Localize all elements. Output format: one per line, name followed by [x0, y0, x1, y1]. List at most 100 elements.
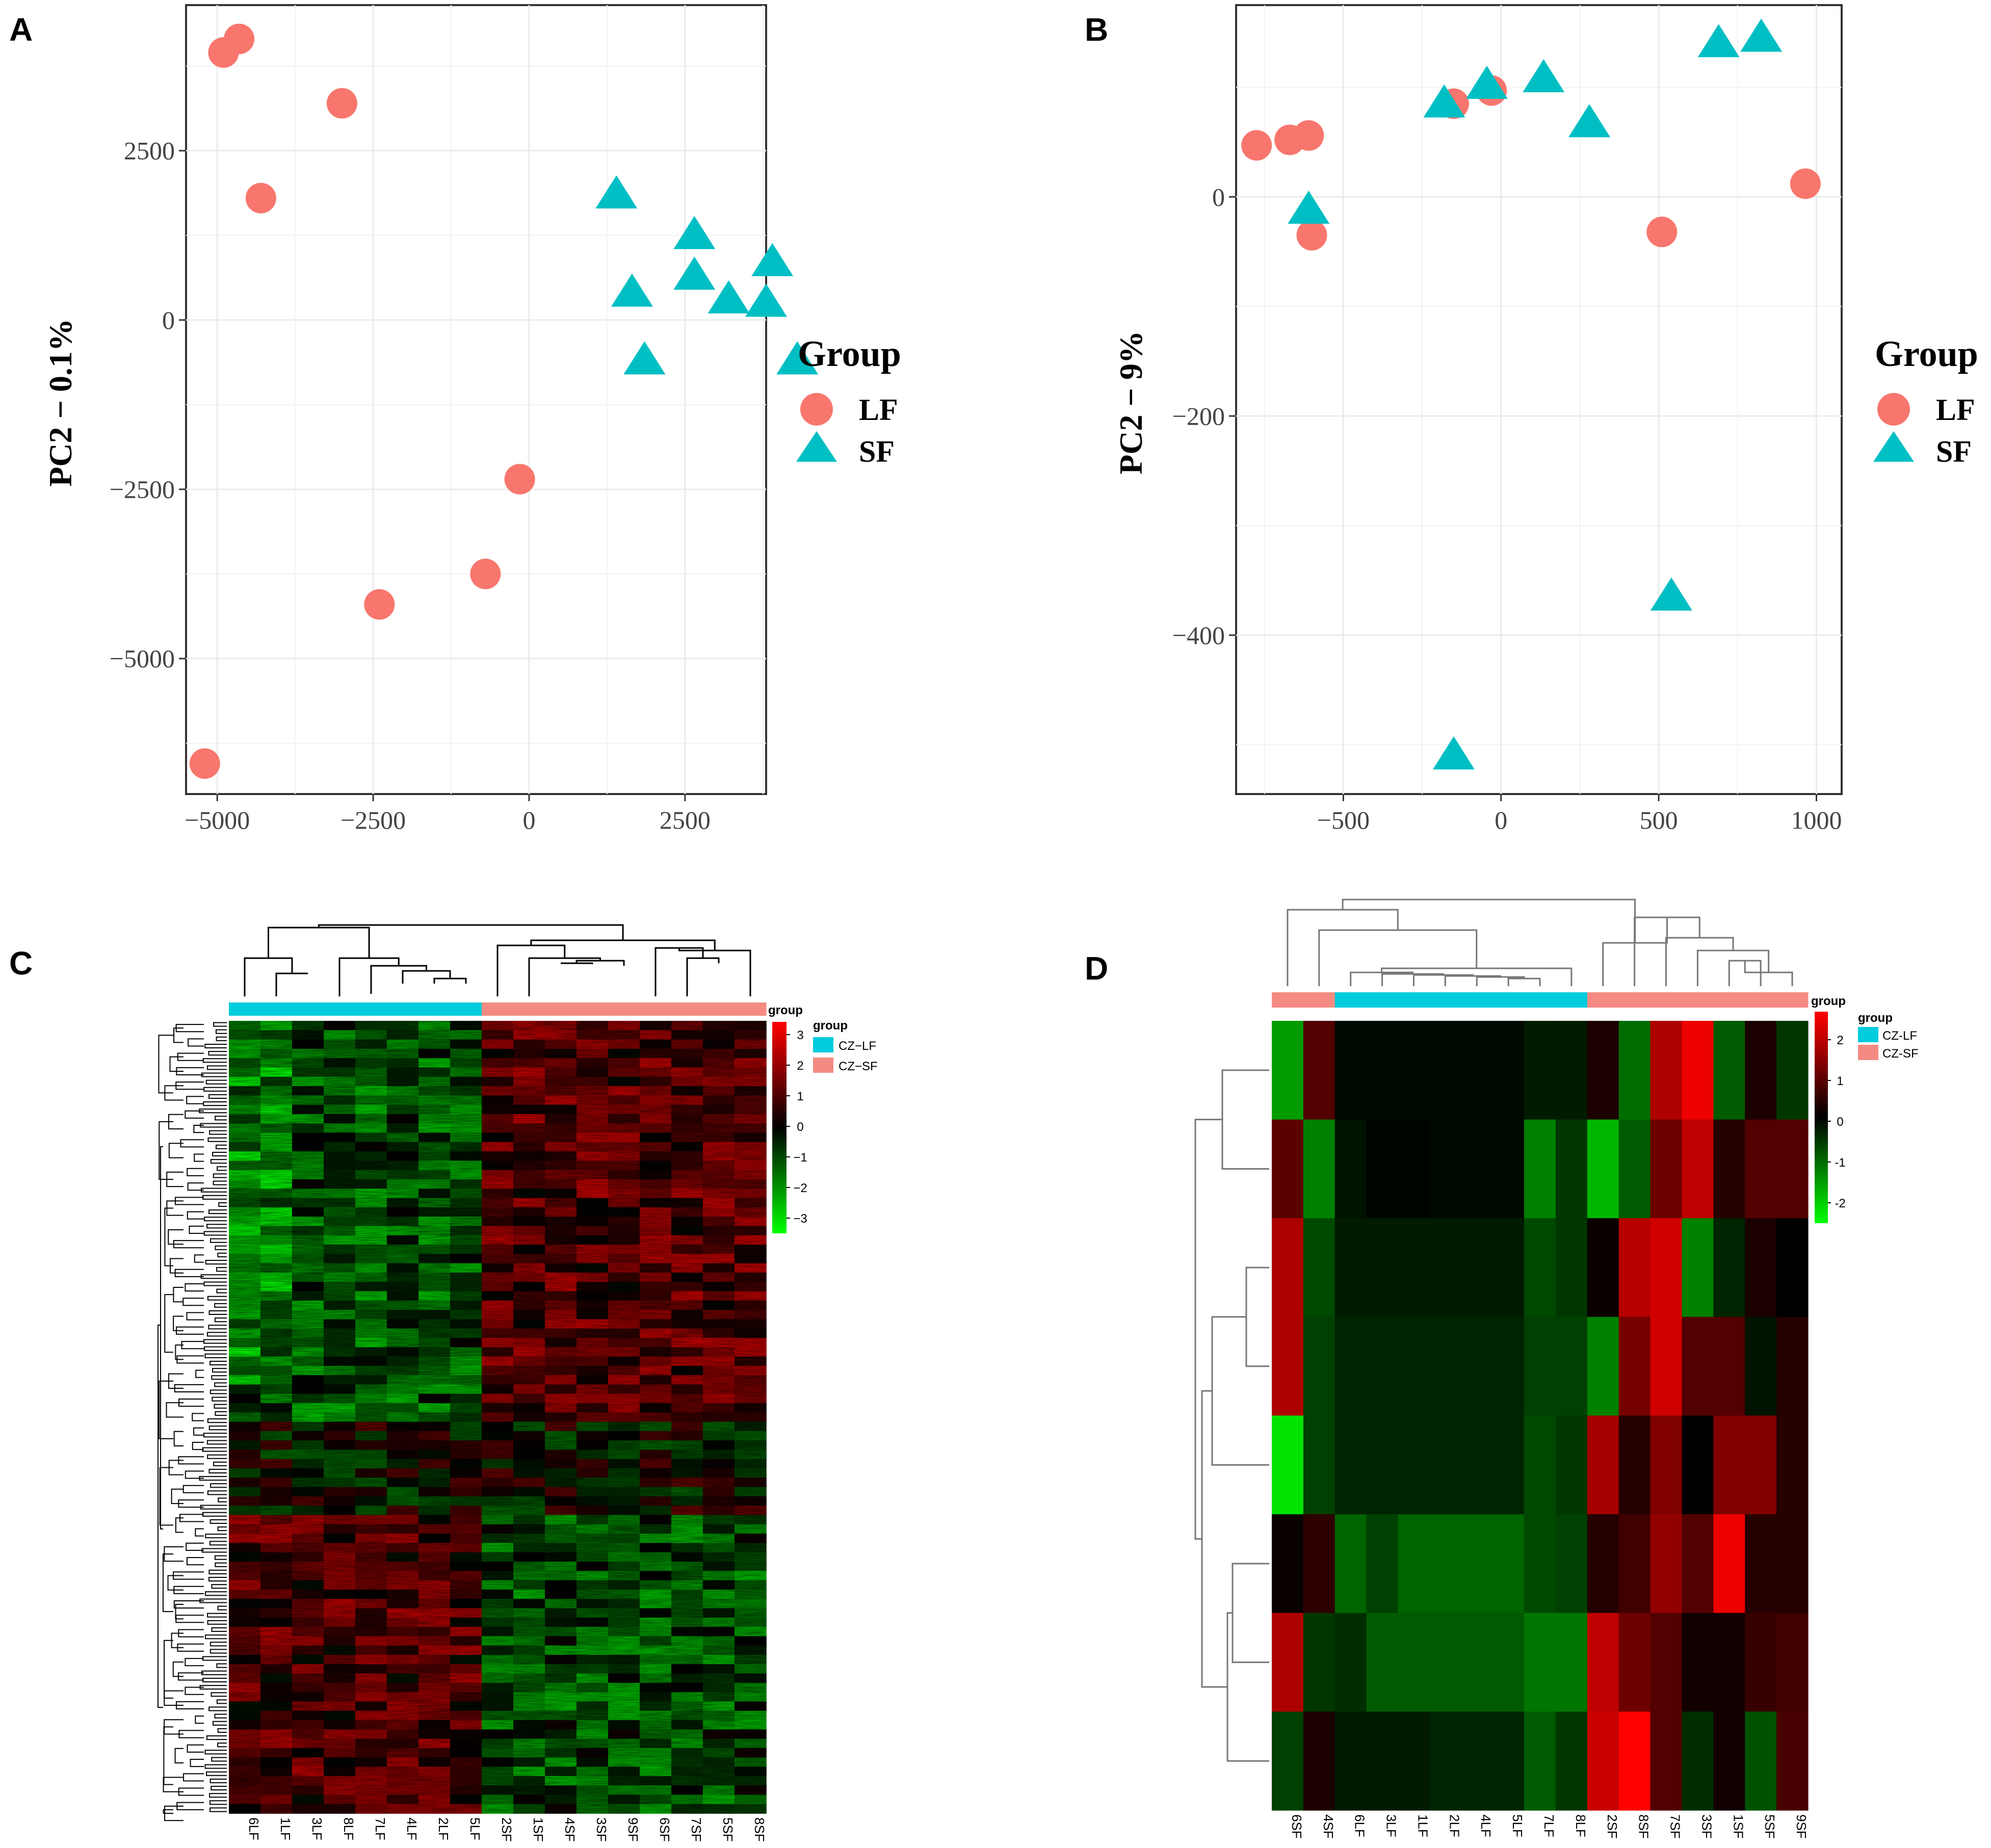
legend-label-sf-b: SF: [1936, 435, 1972, 468]
dendrogram-link: [215, 1029, 227, 1034]
legend-swatch-lf-c: [813, 1037, 833, 1052]
dendrogram-link: [195, 1369, 204, 1378]
heatmap-cell: [1429, 1415, 1461, 1515]
dendrogram-link: [211, 1757, 227, 1762]
dendrogram-link: [193, 1427, 204, 1436]
heatmap-cell: [1555, 1613, 1588, 1712]
heatmap-cell: [1366, 1415, 1399, 1515]
heatmap-cell: [1745, 1613, 1777, 1712]
dendrogram-link: [201, 1072, 227, 1077]
point-sf: [1432, 736, 1475, 770]
dendrogram-link: [216, 1663, 227, 1668]
dendrogram-link: [218, 1497, 227, 1502]
column-label: 9SF: [625, 1817, 641, 1842]
heatmap-cell: [1555, 1119, 1588, 1219]
dendrogram-link: [205, 1771, 227, 1776]
dendrogram-link: [182, 1298, 204, 1306]
point-lf: [326, 88, 357, 119]
column-label: 2SF: [1605, 1814, 1620, 1839]
heatmap-cell: [1745, 1021, 1777, 1120]
dendrogram-link: [338, 957, 400, 996]
group-bar-segment: [1461, 992, 1493, 1008]
heatmap-cell: [1618, 1415, 1651, 1515]
dendrogram-link: [217, 1252, 227, 1257]
x-tick-label: −5000: [185, 806, 250, 834]
dendrogram-link: [1211, 1316, 1269, 1466]
dendrogram-link: [214, 1713, 227, 1719]
point-lf: [470, 559, 501, 590]
dendrogram-link: [175, 1604, 184, 1620]
dendrogram-link: [1507, 978, 1541, 986]
color-scale-d: 2 1 0 -1 -2: [1815, 1012, 1846, 1223]
group-bar-segment: [1682, 992, 1714, 1008]
point-sf: [1423, 84, 1465, 118]
heatmap-cell: [1492, 1119, 1525, 1219]
legend-label-sf-c: CZ−SF: [839, 1060, 878, 1073]
dendrogram-link: [215, 1144, 227, 1149]
heatmap-cell: [1745, 1514, 1777, 1614]
dendrogram-link: [202, 1195, 227, 1200]
point-lf: [1293, 120, 1324, 151]
dendrogram-link: [216, 1267, 227, 1272]
column-label: 4LF: [1478, 1814, 1494, 1837]
plot-panel-b: [1235, 4, 1843, 795]
legend-marker-sf-a: [796, 431, 837, 462]
heatmap-cell: [1776, 1119, 1809, 1219]
scale-tick-label: 2: [1837, 1034, 1843, 1047]
dendrogram-link: [214, 1303, 227, 1308]
group-bar-segment: [1524, 992, 1556, 1008]
dendrogram-link: [206, 1440, 227, 1445]
heatmap-cell: [1334, 1021, 1367, 1120]
column-label: 4SF: [1321, 1814, 1336, 1839]
dendrogram-link: [208, 1325, 227, 1330]
dendrogram-link: [192, 1413, 204, 1421]
dendrogram-link: [213, 1022, 227, 1027]
heatmap-cell: [1492, 1415, 1525, 1515]
group-bar-segment: [577, 1002, 609, 1016]
dendrogram-link: [204, 1750, 227, 1755]
x-axis-ticks-b: −500 0 500 1000: [1317, 794, 1842, 834]
legend-swatch-sf-d: [1858, 1045, 1878, 1060]
column-label: 3LF: [1384, 1814, 1399, 1837]
heatmap-cell: [1492, 1021, 1525, 1120]
heatmap-cell: [1366, 1119, 1399, 1219]
heatmap-cell: [1303, 1613, 1335, 1712]
column-label: 2LF: [1447, 1814, 1462, 1837]
heatmap-cell: [1682, 1415, 1714, 1515]
heatmap-cell: [1745, 1415, 1777, 1515]
heatmap-cell: [1587, 1613, 1619, 1712]
scale-tick-label: −3: [793, 1212, 807, 1226]
dendrogram-link: [1194, 1119, 1222, 1540]
heatmap-cell: [1303, 1415, 1335, 1515]
dendrogram-link: [185, 1686, 204, 1695]
point-sf: [1568, 104, 1610, 138]
legend-swatch-sf-c: [813, 1058, 833, 1073]
group-bar-segment: [260, 1002, 293, 1016]
heatmap-cell: [1682, 1711, 1714, 1811]
heatmap-cell: [1618, 1711, 1651, 1811]
group-annotation-bar-d: [1272, 992, 1809, 1008]
dendrogram-link: [186, 1542, 204, 1551]
heatmap-cell: [1272, 1316, 1304, 1416]
point-sf: [1523, 59, 1565, 93]
column-label: 7SF: [689, 1817, 704, 1842]
heatmap-cell: [1650, 1218, 1683, 1317]
points-a: [189, 23, 819, 779]
dendrogram-link: [183, 1773, 204, 1782]
dendrogram-link: [212, 1721, 227, 1726]
group-bar-segment: [1555, 992, 1588, 1008]
dendrogram-link: [185, 1283, 204, 1292]
dendrogram-link: [168, 1143, 184, 1158]
column-label: 2SF: [499, 1817, 514, 1842]
point-lf: [364, 589, 395, 620]
heatmap-cell: [1524, 1119, 1556, 1219]
dendrogram-link: [215, 1411, 227, 1416]
dendrogram-link: [204, 1591, 227, 1596]
scale-tick-label: 0: [797, 1120, 803, 1134]
column-label: 6LF: [1352, 1814, 1368, 1837]
group-bar-segment: [1650, 992, 1682, 1008]
column-label: 6LF: [246, 1817, 261, 1840]
legend-swatch-lf-d: [1858, 1027, 1878, 1042]
heatmap-cell: [1776, 1415, 1809, 1515]
heatmap-c: group 6LF 1LF 3LF 8LF 7LF 4LF 2LF 5LF 2SF 1SF 4SF 3…: [158, 924, 878, 1842]
